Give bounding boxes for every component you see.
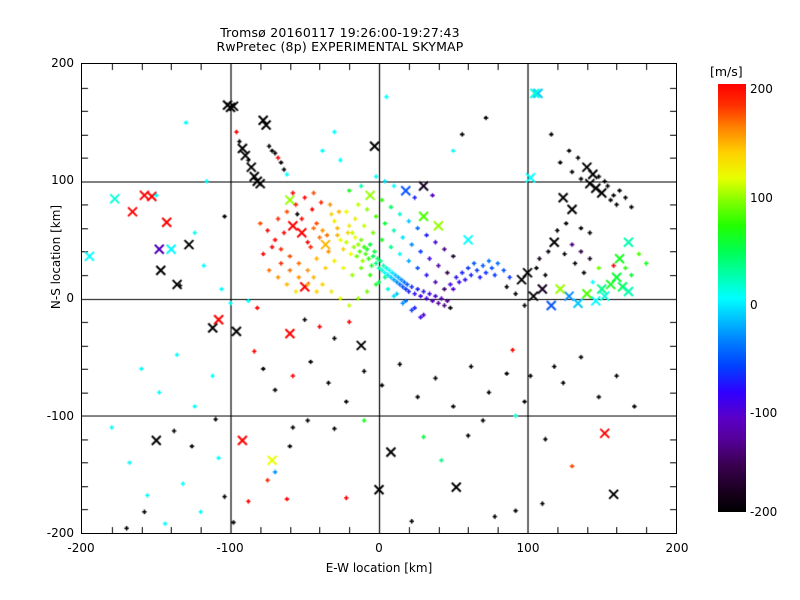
scatter-plot-area xyxy=(81,63,677,534)
colorbar-title: [m/s] xyxy=(710,64,743,79)
x-tick-label: 0 xyxy=(375,541,383,555)
y-tick-label: -200 xyxy=(46,526,74,540)
x-tick-label: 200 xyxy=(665,541,689,555)
x-tick-label: -200 xyxy=(67,541,95,555)
y-tick-label: 0 xyxy=(66,291,74,305)
y-axis-title: N-S location [km] xyxy=(49,204,63,310)
colorbar-tick-label: 100 xyxy=(750,191,773,205)
colorbar-gradient xyxy=(718,84,746,512)
y-tick-label: 100 xyxy=(51,173,74,187)
title-line-2: RwPretec (8p) EXPERIMENTAL SKYMAP xyxy=(216,39,464,54)
scatter-canvas xyxy=(82,64,676,533)
title-line-1: Tromsø 20160117 19:26:00-19:27:43 xyxy=(220,25,460,40)
colorbar: [m/s] 200 100 0 -100 -200 xyxy=(700,60,800,530)
figure-title: Tromsø 20160117 19:26:00-19:27:43 RwPret… xyxy=(0,26,680,54)
x-tick-label: 100 xyxy=(516,541,540,555)
colorbar-tick-label: 0 xyxy=(750,298,758,312)
y-tick-label: -100 xyxy=(46,409,74,423)
colorbar-tick-label: 200 xyxy=(750,82,773,96)
colorbar-tick-label: -100 xyxy=(750,406,778,420)
x-axis-title: E-W location [km] xyxy=(325,561,433,575)
colorbar-tick-label: -200 xyxy=(750,505,778,519)
x-tick-label: -100 xyxy=(216,541,244,555)
y-tick-label: 200 xyxy=(51,56,74,70)
